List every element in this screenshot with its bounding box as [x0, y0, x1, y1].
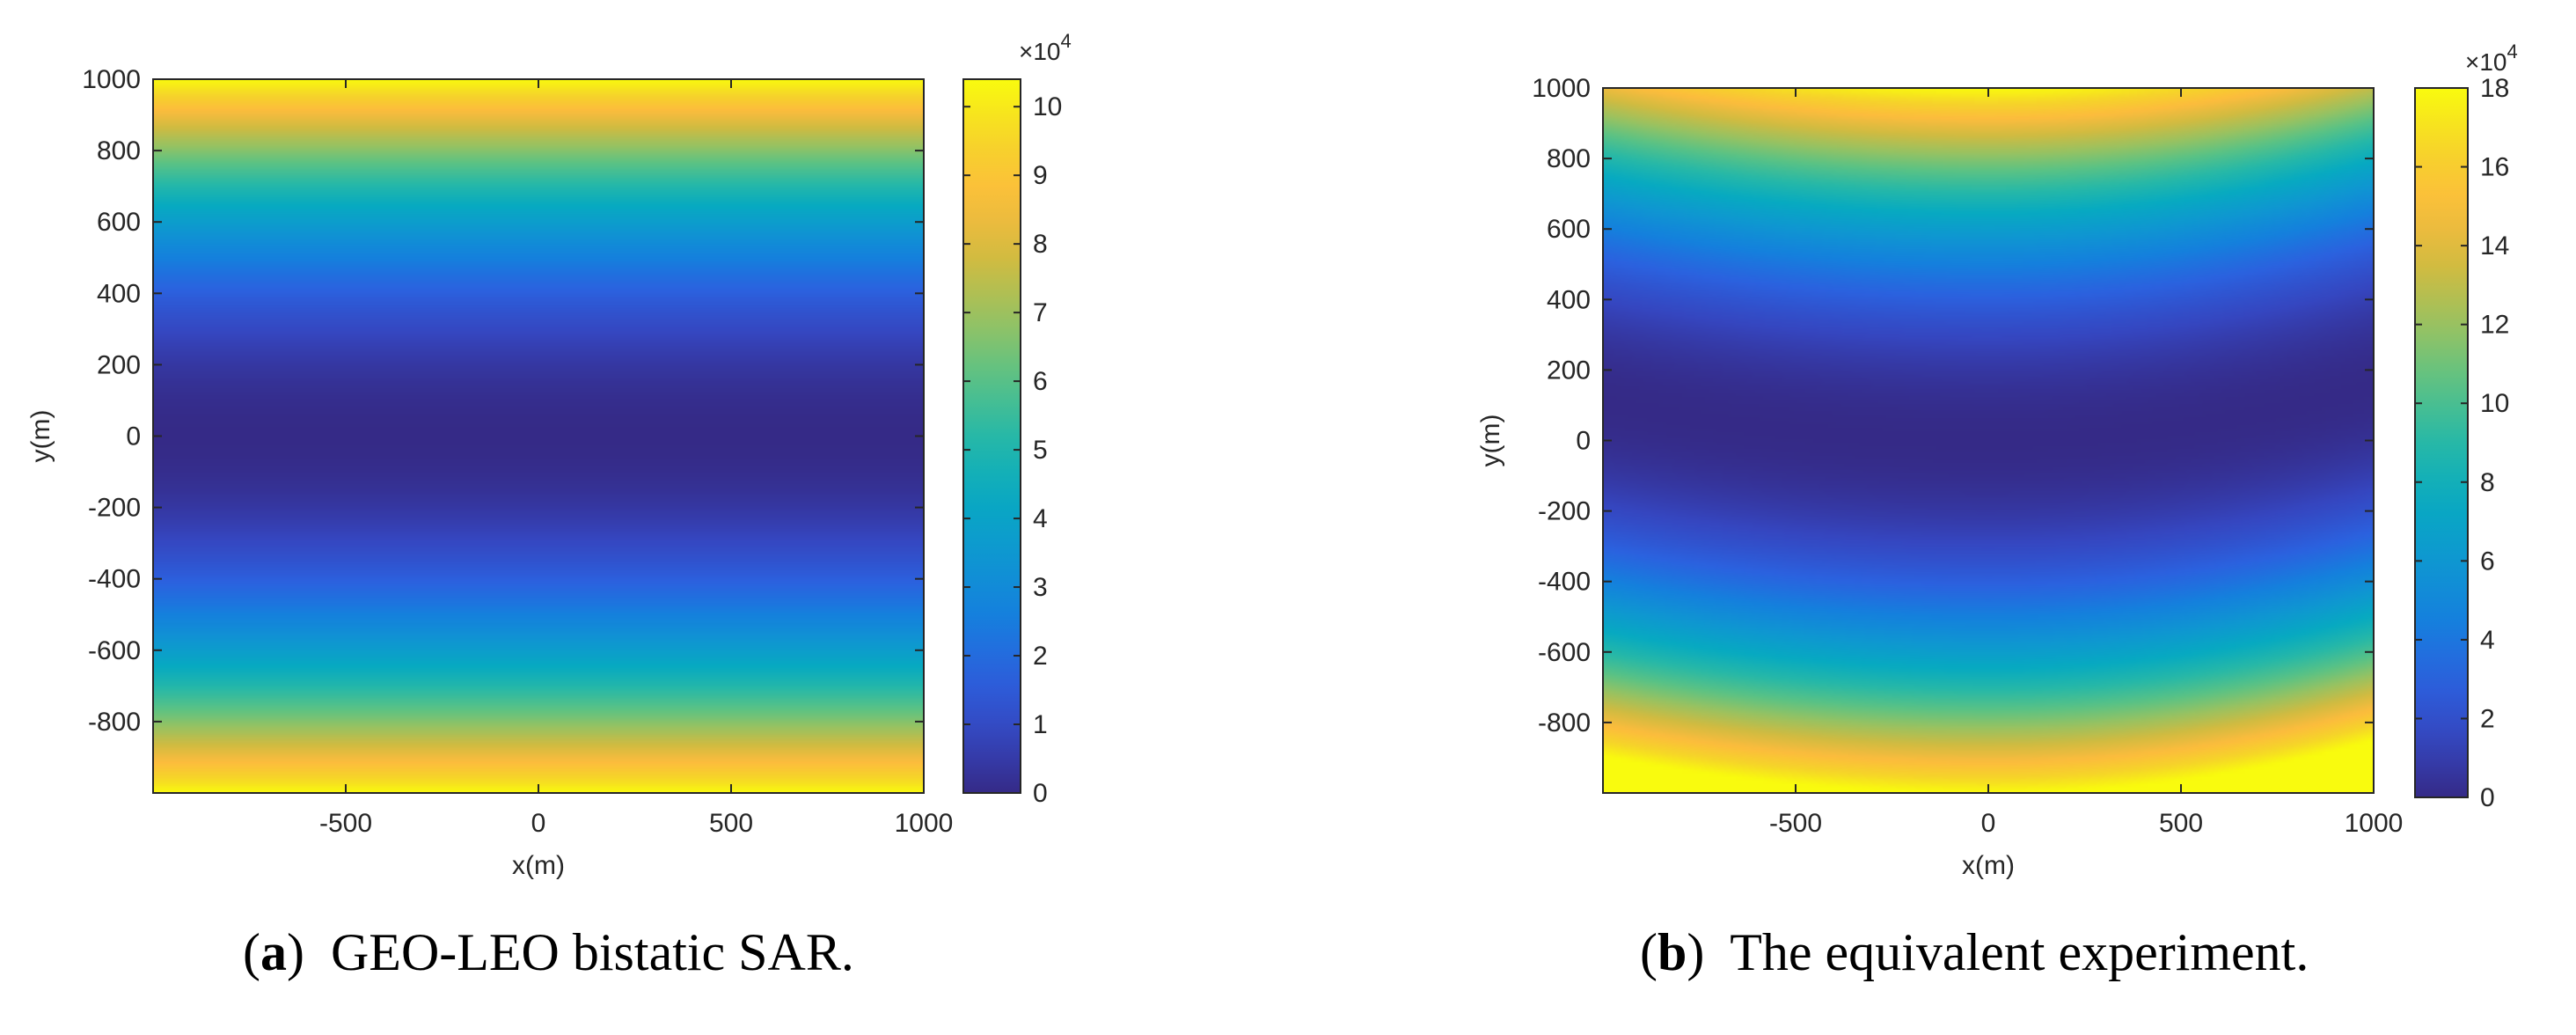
chart-b-xtick-label: 0	[1981, 809, 1996, 838]
chart-b-ytick-label: 0	[1576, 427, 1591, 456]
chart-b-ytick-label: 1000	[1532, 74, 1591, 103]
chart-a-ytick-label: 200	[97, 350, 141, 379]
chart-a-ytick-label: 800	[97, 136, 141, 165]
chart-b-ylabel: y(m)	[1476, 415, 1505, 467]
chart-a-colorbar-tick-label: 3	[1033, 573, 1048, 602]
chart-b-ytick-label: -800	[1538, 708, 1591, 738]
chart-a-xtick-label: -500	[319, 809, 372, 838]
chart-a-colorbar-tick-label: 6	[1033, 367, 1048, 396]
chart-b-ytick-label: 400	[1547, 285, 1591, 314]
chart-a-colorbar-multiplier: ×104	[1019, 30, 1072, 65]
caption-a: (a) GEO-LEO bistatic SAR.	[243, 923, 854, 981]
chart-a-xlabel: x(m)	[512, 851, 565, 880]
chart-a-colorbar-tick-label: 5	[1033, 436, 1048, 465]
chart-a-colorbar	[962, 78, 1021, 794]
chart-a-heatmap	[153, 79, 924, 793]
chart-a-colorbar-tick-label: 9	[1033, 161, 1048, 190]
chart-b-heatmap	[1603, 88, 2374, 793]
chart-b-colorbar-tick-label: 10	[2480, 389, 2509, 418]
chart-b-colorbar-tick-label: 18	[2480, 74, 2509, 103]
chart-b-xtick-label: -500	[1769, 809, 1822, 838]
chart-b-colorbar-tick-label: 2	[2480, 704, 2495, 733]
chart-b-colorbar-tick-label: 16	[2480, 153, 2509, 182]
chart-b-colorbar-tick-label: 8	[2480, 468, 2495, 497]
chart-b-ytick-label: -200	[1538, 497, 1591, 526]
chart-a-colorbar-tick-label: 7	[1033, 298, 1048, 327]
chart-a-ytick-label: 1000	[82, 65, 141, 94]
caption-a-letter: a	[260, 923, 287, 981]
chart-b-colorbar-multiplier: ×104	[2465, 40, 2518, 76]
caption-b-letter: b	[1657, 923, 1687, 981]
chart-a-colorbar-tick-label: 8	[1033, 230, 1048, 259]
chart-a-ytick-label: -400	[88, 565, 141, 594]
chart-a-xtick-label: 500	[709, 809, 753, 838]
chart-a-colorbar-tick-label: 0	[1033, 779, 1048, 808]
caption-b: (b) The equivalent experiment.	[1640, 923, 2309, 981]
chart-a-colorbar-tick-label: 2	[1033, 642, 1048, 671]
chart-b-colorbar-tick-label: 12	[2480, 311, 2509, 340]
chart-a-ytick-label: 400	[97, 279, 141, 308]
chart-b-colorbar-tick-label: 14	[2480, 231, 2509, 261]
chart-b-xtick-label: 1000	[2345, 809, 2404, 838]
chart-a-ylabel: y(m)	[26, 410, 55, 463]
chart-b-ytick-label: 200	[1547, 356, 1591, 385]
chart-a: -500 0 500 1000-800-600-400-200020040060080…	[26, 30, 1072, 880]
chart-b: -500 0 500 1000-800-600-400-200020040060080…	[1476, 40, 2518, 880]
chart-b-xtick-label: 500	[2159, 809, 2203, 838]
chart-b-ytick-label: 600	[1547, 215, 1591, 244]
caption-a-text: GEO-LEO bistatic SAR.	[330, 923, 854, 981]
chart-a-ytick-label: 0	[126, 422, 141, 451]
caption-b-text: The equivalent experiment.	[1730, 923, 2309, 981]
chart-a-xtick-label: 0	[531, 809, 546, 838]
chart-b-ytick-label: -400	[1538, 568, 1591, 597]
chart-b-ytick-label: 800	[1547, 144, 1591, 173]
chart-a-ytick-label: -200	[88, 494, 141, 523]
chart-a-colorbar-tick-label: 10	[1033, 92, 1062, 121]
chart-a-colorbar-tick-label: 1	[1033, 710, 1048, 739]
chart-a-ytick-label: -800	[88, 708, 141, 737]
chart-b-colorbar-tick-label: 0	[2480, 783, 2495, 812]
chart-b-ytick-label: -600	[1538, 638, 1591, 667]
chart-b-colorbar	[2414, 87, 2469, 798]
chart-a-ytick-label: 600	[97, 208, 141, 237]
chart-a-xtick-label: 1000	[895, 809, 954, 838]
chart-b-xlabel: x(m)	[1962, 851, 2015, 880]
chart-a-ytick-label: -600	[88, 636, 141, 665]
chart-a-colorbar-tick-label: 4	[1033, 504, 1048, 533]
chart-b-colorbar-tick-label: 6	[2480, 547, 2495, 576]
chart-b-colorbar-tick-label: 4	[2480, 626, 2495, 655]
